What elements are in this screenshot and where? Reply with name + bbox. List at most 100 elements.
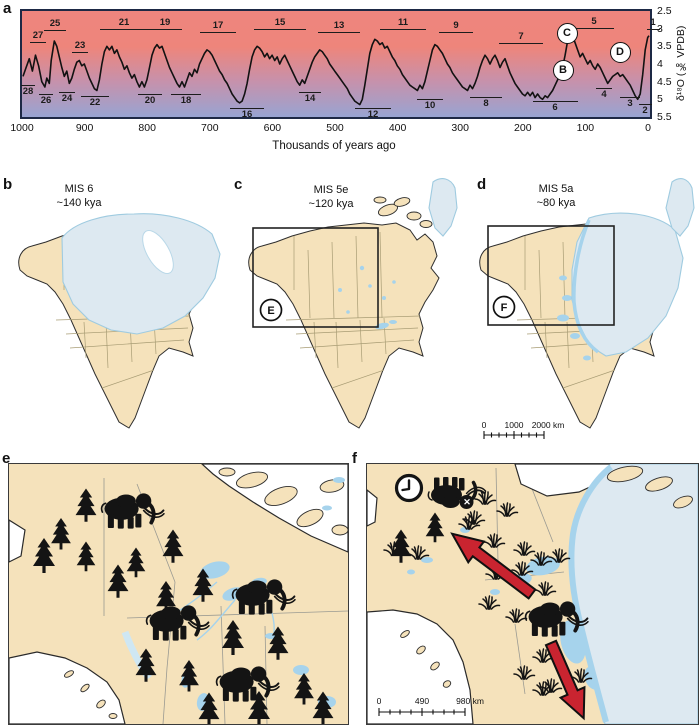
x-tick-label: 200	[514, 122, 532, 134]
ice-sheet	[61, 213, 221, 335]
bering-sea	[367, 489, 378, 527]
ice-sheet	[571, 212, 684, 357]
mis-stage-line	[417, 98, 443, 100]
inset-letter-f: F	[501, 302, 508, 314]
greenland-ice	[428, 178, 458, 237]
ice-margin-meltwater	[568, 464, 613, 723]
mis-stage-5: 5	[591, 16, 597, 27]
mis-stage-6: 6	[552, 102, 558, 113]
map-c-title-line1: MIS 5e	[313, 184, 349, 196]
mis-stage-line	[380, 28, 426, 30]
x-tick-label: 800	[138, 122, 156, 134]
clock-icon	[394, 473, 424, 503]
north-america-land	[248, 222, 440, 429]
mis-stage-line	[499, 42, 543, 44]
mis-stage-8: 8	[483, 98, 489, 109]
mis-stage-line	[44, 29, 66, 31]
y-tick-label: 4.5	[657, 75, 672, 88]
x-tick-label: 100	[576, 122, 595, 134]
inset-label-f: F	[492, 295, 516, 319]
x-tick-label: 700	[201, 122, 219, 134]
x-tick-label: 0	[645, 122, 651, 134]
map-b-title-line1: MIS 6	[64, 183, 94, 195]
territory-borders	[103, 478, 348, 724]
bering-sea	[9, 519, 26, 563]
mis-stage-line	[638, 103, 652, 105]
extinction-x-mark: ✕	[463, 497, 471, 507]
y-axis-title: δ¹⁸O (‰ VPDB)	[675, 25, 687, 101]
arctic-islands	[373, 196, 433, 228]
mis-stage-9: 9	[453, 20, 459, 31]
mis-stage-25: 25	[49, 18, 61, 29]
state-borders	[285, 231, 421, 389]
mis-stage-7: 7	[518, 31, 524, 42]
mis-stage-27: 27	[32, 30, 44, 41]
d18o-curve-line	[22, 33, 650, 106]
mis-stage-21: 21	[118, 17, 130, 28]
inset-letter-e: E	[267, 305, 274, 317]
d18o-climate-chart: 27 25 23 21 19 17 15 13 11 9 7 5 1 28 26 24 22 20 18 16 14 12…	[20, 9, 660, 120]
map-d-title: MIS 5a ~80 kya	[506, 182, 606, 210]
ice-margin-meltwater	[572, 219, 600, 354]
panel-d-label: d	[477, 176, 487, 193]
scale-bar-bcd: 0 1000 2000 km	[482, 420, 565, 439]
scale-bar-line	[378, 708, 466, 716]
mis-stage-line	[574, 27, 614, 29]
mis-stage-line	[230, 107, 264, 109]
mis-stage-line	[646, 28, 660, 30]
map-mis5a: F	[479, 178, 695, 429]
scale-980km: 980 km	[456, 696, 484, 706]
y-tick-label: 5.5	[657, 111, 672, 123]
panel-f-label: f	[352, 450, 357, 467]
mis-stage-line	[72, 51, 88, 53]
x-tick-label: 600	[263, 122, 282, 134]
scale-0: 0	[482, 420, 487, 430]
climate-curve	[22, 33, 650, 106]
map-mis6	[18, 213, 221, 429]
map-b-title-line2: ~140 kya	[56, 197, 102, 209]
panel-e-label: e	[2, 450, 11, 467]
mis-stage-24: 24	[61, 93, 73, 104]
mis-stage-20: 20	[144, 95, 156, 106]
mis-stage-line	[39, 93, 53, 95]
mis-stage-line	[620, 96, 640, 98]
map-c-title-line2: ~120 kya	[308, 198, 354, 210]
y-tick-label: 3.5	[657, 40, 672, 53]
arctic-archipelago	[218, 467, 348, 536]
mis-stage-11: 11	[397, 17, 409, 28]
territory-borders	[484, 467, 565, 695]
mis-stage-line	[138, 93, 162, 95]
mis-stage-line	[21, 84, 35, 86]
mis-stage-3: 3	[627, 98, 633, 109]
pacific-ocean	[9, 651, 126, 724]
coastal-islands	[64, 670, 118, 719]
mis-stage-23: 23	[74, 40, 86, 51]
mis-stage-18: 18	[180, 95, 192, 106]
arctic-ocean	[514, 464, 614, 497]
y-tick-label: 5	[657, 93, 663, 106]
mis-stage-19: 19	[159, 17, 171, 28]
map-mis5e: E	[248, 178, 458, 429]
ice-free-corridor	[142, 230, 174, 274]
mis-stage-26: 26	[40, 95, 52, 106]
map-d-title-line1: MIS 5a	[538, 183, 574, 195]
scale-1000: 1000	[505, 420, 524, 430]
x-axis-title: Thousands of years ago	[272, 140, 396, 152]
mis-stage-line	[355, 107, 391, 109]
mis-stage-12: 12	[367, 109, 379, 120]
inset-box-e	[252, 227, 379, 328]
mis-stage-22: 22	[89, 97, 101, 108]
mis-stage-14: 14	[304, 93, 316, 104]
scale-2000km: 2000 km	[532, 420, 565, 430]
y-tick-label: 4	[657, 58, 663, 70]
mis-stage-line	[532, 100, 578, 102]
map-c-title: MIS 5e ~120 kya	[281, 183, 381, 211]
scale-bar-line	[483, 431, 545, 439]
extinct-mammoth-group: ✕	[426, 475, 487, 511]
mis-stage-15: 15	[274, 17, 286, 28]
mis-stage-line	[318, 31, 360, 33]
mis-stage-line	[81, 95, 109, 97]
migration-arrow-northwest	[450, 532, 537, 600]
inset-label-e: E	[259, 298, 283, 322]
